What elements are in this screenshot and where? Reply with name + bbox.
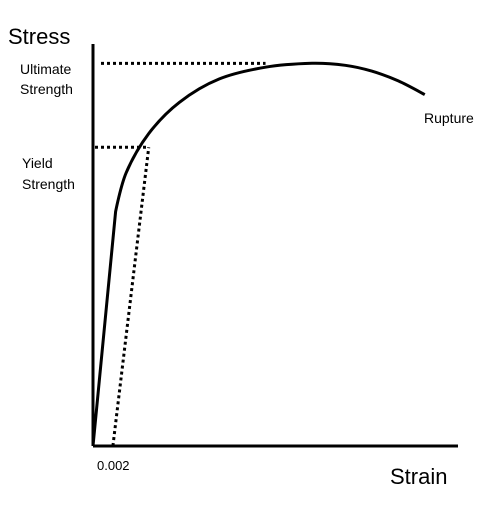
curve-group xyxy=(91,61,426,447)
offset-dotted-line xyxy=(111,147,151,447)
guide-lines-group xyxy=(95,61,266,447)
yield-strength-label-line1: Yield xyxy=(22,155,53,171)
x-tick-label-offset: 0.002 xyxy=(97,458,130,473)
y-axis-title: Stress xyxy=(8,24,70,49)
ultimate-strength-label-line2: Strength xyxy=(20,81,73,97)
ultimate-strength-label-line1: Ultimate xyxy=(20,61,72,77)
rupture-label: Rupture xyxy=(424,110,474,126)
labels-group: Stress Strain Ultimate Strength Yield St… xyxy=(8,24,474,489)
axes-group xyxy=(91,44,458,448)
stress-strain-curve xyxy=(91,61,426,447)
x-axis-title: Strain xyxy=(390,464,447,489)
yield-strength-label-line2: Strength xyxy=(22,176,75,192)
